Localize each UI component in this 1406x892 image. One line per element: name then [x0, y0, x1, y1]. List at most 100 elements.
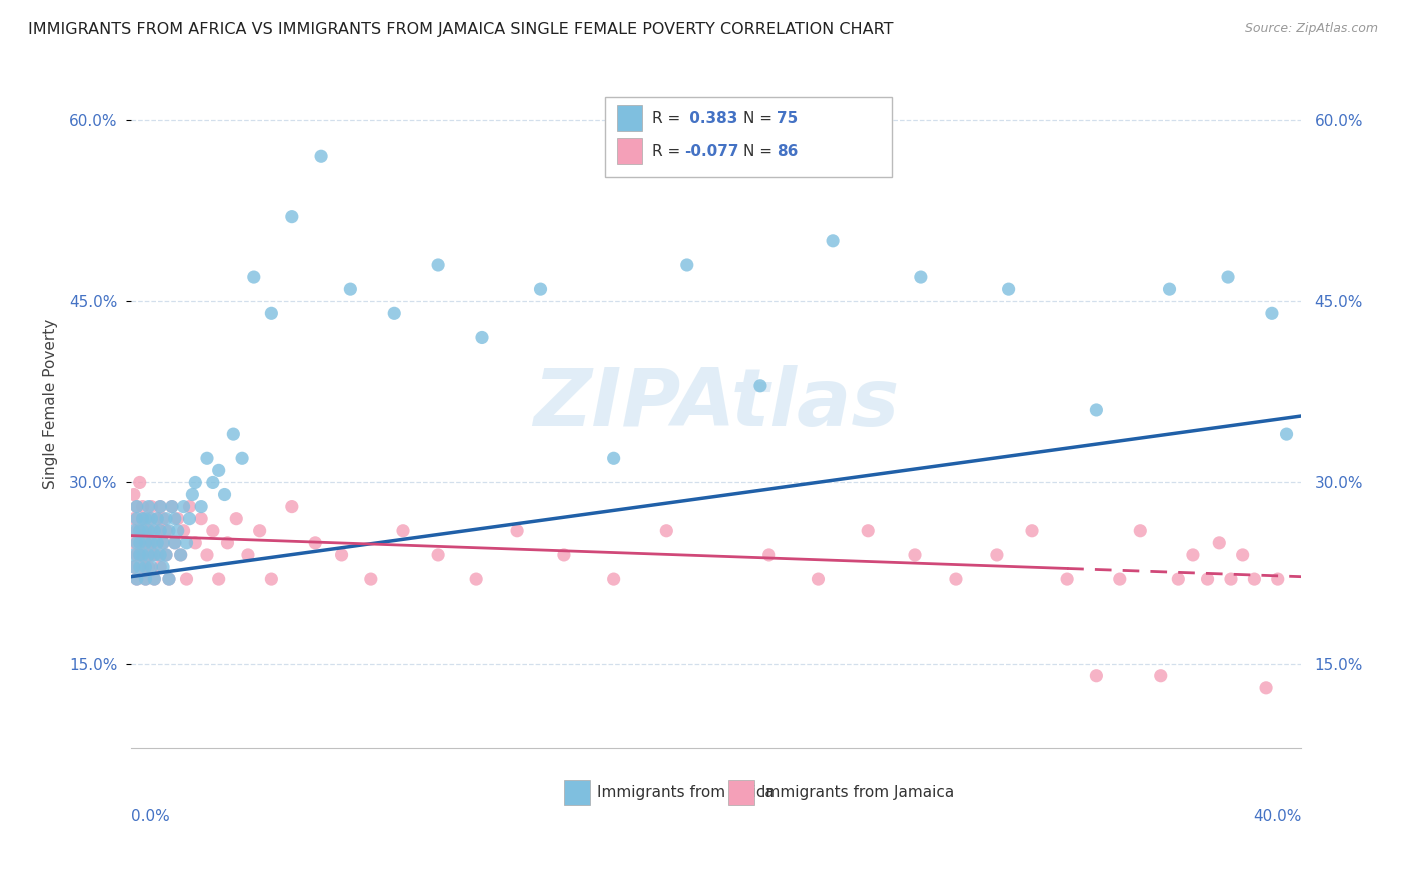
- Point: [506, 524, 529, 538]
- Point: [655, 524, 678, 538]
- Point: [471, 330, 494, 344]
- Text: 40.0%: 40.0%: [1253, 809, 1301, 823]
- Point: [125, 500, 148, 514]
- Point: [135, 548, 157, 562]
- Point: [190, 500, 212, 514]
- Point: [143, 536, 166, 550]
- FancyBboxPatch shape: [728, 780, 754, 805]
- Point: [125, 500, 148, 514]
- Point: [217, 536, 239, 550]
- Point: [146, 511, 169, 525]
- Point: [260, 306, 283, 320]
- Point: [465, 572, 488, 586]
- Text: 75: 75: [778, 111, 799, 126]
- Point: [225, 511, 247, 525]
- Point: [152, 536, 174, 550]
- Point: [155, 511, 177, 525]
- Point: [1216, 270, 1239, 285]
- Point: [155, 524, 177, 538]
- Point: [128, 536, 150, 550]
- Point: [122, 560, 145, 574]
- Point: [910, 270, 932, 285]
- Point: [553, 548, 575, 562]
- Point: [201, 475, 224, 490]
- Point: [1181, 548, 1204, 562]
- Point: [131, 500, 153, 514]
- Point: [122, 536, 145, 550]
- Point: [146, 536, 169, 550]
- Point: [131, 560, 153, 574]
- Point: [339, 282, 361, 296]
- Point: [392, 524, 415, 538]
- Point: [360, 572, 382, 586]
- Point: [184, 475, 207, 490]
- Point: [201, 524, 224, 538]
- Point: [157, 572, 180, 586]
- Point: [128, 548, 150, 562]
- Point: [138, 500, 160, 514]
- Point: [173, 500, 195, 514]
- Point: [128, 560, 150, 574]
- Point: [131, 511, 153, 525]
- Text: 0.383: 0.383: [685, 111, 738, 126]
- Point: [135, 572, 157, 586]
- Point: [157, 524, 180, 538]
- Point: [128, 524, 150, 538]
- Text: Source: ZipAtlas.com: Source: ZipAtlas.com: [1244, 22, 1378, 36]
- Point: [1261, 306, 1284, 320]
- Point: [141, 536, 163, 550]
- Point: [1254, 681, 1277, 695]
- Point: [748, 379, 770, 393]
- Point: [146, 548, 169, 562]
- Point: [160, 500, 183, 514]
- Point: [1129, 524, 1152, 538]
- Point: [260, 572, 283, 586]
- Point: [758, 548, 780, 562]
- Point: [143, 572, 166, 586]
- Point: [160, 500, 183, 514]
- Point: [125, 548, 148, 562]
- Point: [1275, 427, 1298, 442]
- Point: [141, 511, 163, 525]
- Point: [143, 524, 166, 538]
- Point: [149, 524, 172, 538]
- Point: [131, 511, 153, 525]
- Point: [309, 149, 332, 163]
- Point: [281, 210, 304, 224]
- Text: IMMIGRANTS FROM AFRICA VS IMMIGRANTS FROM JAMAICA SINGLE FEMALE POVERTY CORRELAT: IMMIGRANTS FROM AFRICA VS IMMIGRANTS FRO…: [28, 22, 894, 37]
- Point: [149, 560, 172, 574]
- Point: [208, 572, 231, 586]
- Point: [135, 536, 157, 550]
- Point: [169, 548, 191, 562]
- Point: [138, 524, 160, 538]
- Point: [152, 560, 174, 574]
- Point: [141, 524, 163, 538]
- Y-axis label: Single Female Poverty: Single Female Poverty: [44, 318, 58, 489]
- FancyBboxPatch shape: [617, 138, 643, 164]
- Point: [128, 475, 150, 490]
- Point: [1220, 572, 1243, 586]
- Point: [1108, 572, 1130, 586]
- Point: [176, 536, 198, 550]
- Point: [125, 572, 148, 586]
- Point: [135, 560, 157, 574]
- Point: [1056, 572, 1078, 586]
- Point: [143, 572, 166, 586]
- Point: [304, 536, 326, 550]
- Point: [135, 572, 157, 586]
- Point: [427, 548, 450, 562]
- Point: [602, 451, 624, 466]
- Point: [249, 524, 271, 538]
- Point: [176, 572, 198, 586]
- FancyBboxPatch shape: [617, 105, 643, 131]
- Point: [243, 270, 266, 285]
- Point: [1267, 572, 1289, 586]
- Text: 86: 86: [778, 144, 799, 159]
- Point: [166, 524, 188, 538]
- Point: [529, 282, 551, 296]
- Point: [163, 536, 186, 550]
- Point: [128, 524, 150, 538]
- Text: N =: N =: [742, 144, 778, 159]
- Point: [157, 572, 180, 586]
- Point: [152, 511, 174, 525]
